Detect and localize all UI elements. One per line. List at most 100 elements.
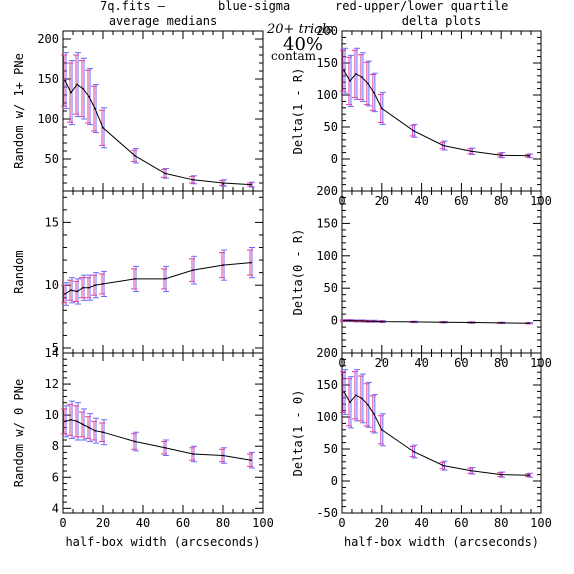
data-point — [355, 394, 357, 397]
data-point — [528, 322, 530, 324]
data-point — [349, 401, 351, 404]
y-tick-label: 8 — [52, 439, 59, 453]
data-point — [442, 321, 445, 324]
percent-annotation: 40% — [283, 34, 323, 55]
data-point — [222, 454, 224, 457]
median-line — [343, 70, 530, 157]
plot-frame — [341, 30, 542, 192]
y-tick-label: 0 — [331, 474, 338, 488]
data-point — [70, 289, 72, 292]
y-tick-label: 50 — [324, 120, 338, 134]
data-point — [373, 413, 375, 415]
x-axis-label: half-box width (arcseconds) — [65, 535, 260, 549]
median-line — [343, 391, 530, 476]
data-point — [500, 322, 503, 324]
data-point — [343, 391, 345, 393]
median-line — [64, 419, 252, 461]
data-point — [528, 474, 530, 477]
x-tick-label: 60 — [454, 194, 468, 208]
y-tick-label: 0 — [331, 152, 338, 166]
data-point — [250, 459, 252, 461]
y-tick-label: 50 — [45, 152, 59, 166]
data-point — [94, 107, 96, 110]
data-point — [102, 283, 104, 285]
plot-frame — [62, 30, 264, 192]
x-tick-label: 60 — [454, 516, 468, 530]
data-point — [192, 453, 194, 455]
y-tick-label: 10 — [45, 278, 59, 292]
data-point — [500, 154, 503, 156]
y-tick-label: 12 — [45, 377, 59, 391]
x-axis-label: half-box width (arcseconds) — [344, 535, 539, 549]
data-point — [76, 290, 78, 293]
data-point — [412, 130, 415, 132]
x-tick-label: 0 — [338, 516, 345, 530]
data-point — [76, 83, 78, 86]
y-axis-label: Random w/ 0 PNe — [12, 379, 26, 487]
data-point — [222, 182, 224, 184]
data-point — [349, 319, 351, 322]
y-tick-label: 5 — [52, 341, 59, 355]
y-tick-label: 6 — [52, 470, 59, 484]
header-file: 7q.fits — — [100, 0, 166, 13]
x-tick-label: 100 — [530, 516, 552, 530]
y-axis-label: Random w/ 1+ PNe — [12, 53, 26, 169]
plot-frame — [62, 190, 264, 354]
panel-title: average medians — [109, 14, 217, 28]
y-tick-label: 0 — [331, 314, 338, 328]
data-point — [349, 80, 351, 82]
y-axis-label: Random — [12, 250, 26, 293]
data-point — [64, 79, 66, 82]
y-tick-label: 50 — [324, 281, 338, 295]
y-tick-label: 10 — [45, 408, 59, 422]
x-tick-label: 40 — [414, 516, 428, 530]
y-axis-label: Delta(1 - 0) — [291, 390, 305, 477]
median-line — [64, 80, 252, 186]
y-tick-label: 150 — [37, 72, 59, 86]
header-blue-sigma: blue-sigma — [218, 0, 290, 13]
data-point — [82, 423, 84, 426]
x-tick-label: 40 — [414, 194, 428, 208]
data-point — [343, 319, 345, 322]
y-tick-label: 150 — [316, 378, 338, 392]
data-point — [500, 473, 503, 476]
y-tick-label: 200 — [316, 346, 338, 360]
data-point — [355, 320, 357, 322]
x-tick-label: 60 — [454, 356, 468, 370]
data-point — [82, 286, 84, 289]
y-tick-label: 4 — [52, 501, 59, 515]
x-tick-label: 80 — [494, 356, 508, 370]
header-red-quartile: red-upper/lower quartile — [335, 0, 508, 13]
x-tick-label: 20 — [96, 516, 110, 530]
data-point — [192, 269, 194, 271]
data-point — [64, 293, 66, 295]
data-point — [164, 278, 166, 280]
data-point — [528, 155, 530, 157]
plot-frame — [341, 190, 542, 354]
y-tick-label: 200 — [316, 184, 338, 198]
data-point — [88, 95, 90, 98]
data-point — [412, 321, 415, 323]
data-point — [470, 469, 473, 472]
data-point — [373, 91, 375, 94]
panel-5: 0 20 40 60 80 100 4 6 8 10 12 14 Random w/ 0 PNe half… — [12, 346, 274, 549]
data-point — [442, 464, 445, 467]
median-line — [64, 262, 252, 295]
y-tick-label: -50 — [316, 506, 338, 520]
data-point — [134, 278, 136, 280]
data-point — [470, 150, 473, 153]
data-point — [164, 172, 166, 175]
data-point — [94, 429, 96, 432]
data-point — [134, 155, 136, 157]
data-point — [102, 127, 104, 129]
data-point — [361, 76, 363, 78]
y-axis-label: Delta(0 - R) — [291, 229, 305, 316]
data-point — [76, 420, 78, 423]
x-tick-label: 40 — [414, 356, 428, 370]
data-point — [367, 82, 369, 85]
data-point — [367, 404, 369, 406]
data-point — [64, 420, 66, 423]
data-point — [250, 261, 252, 264]
